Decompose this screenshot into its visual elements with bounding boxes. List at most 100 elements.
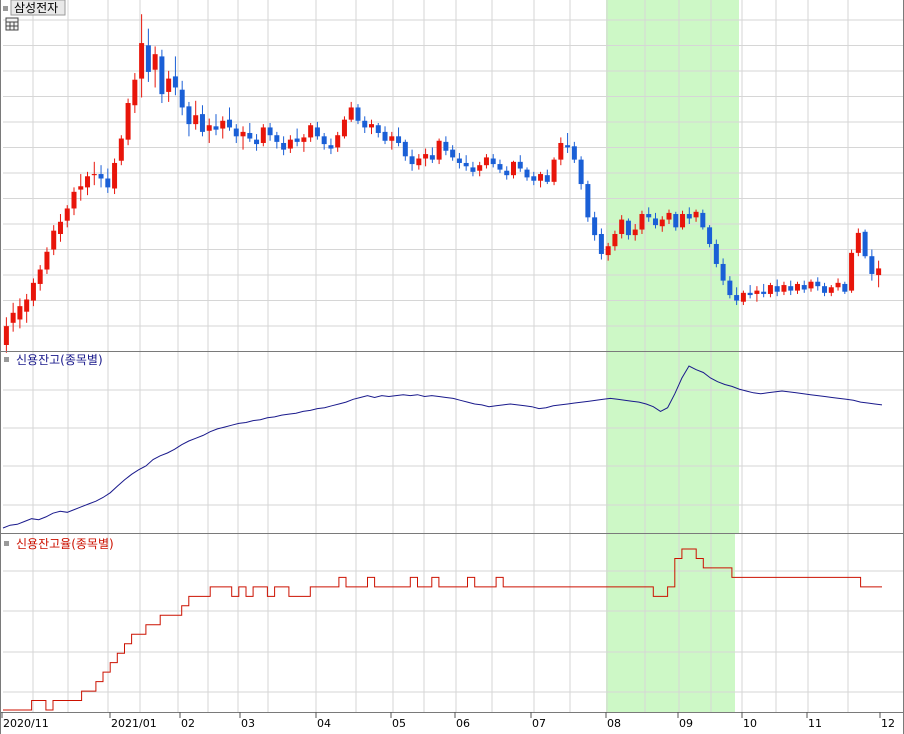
candle [625, 218, 631, 240]
candle [145, 28, 151, 82]
candle [98, 165, 104, 188]
candle [504, 166, 510, 180]
candle [159, 49, 165, 104]
candle [416, 154, 422, 170]
candle [639, 210, 645, 234]
candle [227, 107, 233, 131]
x-tick-label: 11 [808, 717, 822, 730]
candle [869, 249, 875, 281]
candle [774, 279, 780, 297]
credit-balance-series [2, 365, 883, 529]
candle [362, 116, 368, 133]
x-axis: 2020/11 2021/01 02 03 04 05 06 07 08 09 10 11 12 [1, 712, 895, 730]
x-tick-label: 08 [607, 717, 621, 730]
candle [855, 228, 861, 257]
candle [172, 56, 178, 96]
candle [707, 225, 713, 248]
candle [619, 215, 625, 239]
candle [382, 126, 388, 145]
candle [287, 135, 293, 153]
candle [680, 210, 686, 230]
candle [470, 161, 476, 177]
candle [740, 290, 746, 306]
candle [105, 168, 111, 193]
panel-marker-icon [3, 6, 8, 11]
candle [10, 302, 16, 332]
candle [57, 214, 63, 242]
candle [64, 205, 70, 228]
candle [822, 282, 828, 297]
candle [375, 123, 381, 138]
candle [767, 282, 773, 298]
candle [659, 216, 665, 232]
candle [166, 70, 172, 102]
candle [118, 135, 124, 166]
candle [727, 276, 733, 299]
x-tick-label: 12 [881, 717, 895, 730]
x-tick-label: 02 [181, 717, 195, 730]
candle [213, 114, 219, 136]
candle [646, 207, 652, 222]
credit-balance-title: 신용잔고(종목별) [16, 353, 103, 367]
candle [632, 224, 638, 241]
candle [308, 123, 314, 142]
candle [301, 134, 307, 152]
candle [341, 116, 347, 139]
candle [44, 247, 50, 274]
candle [510, 160, 516, 179]
highlight-band [606, 352, 739, 533]
candle [565, 132, 571, 153]
panel-marker-icon [4, 357, 9, 362]
candle [686, 207, 692, 225]
candle [754, 286, 760, 302]
candle [450, 145, 456, 161]
candle [781, 281, 787, 296]
candle [585, 180, 591, 222]
highlight-band [606, 0, 739, 351]
candle [37, 265, 43, 291]
candle [389, 131, 395, 150]
candle [294, 128, 300, 147]
candle [849, 249, 855, 293]
stock-name-tab[interactable] [10, 0, 66, 16]
candle [355, 104, 361, 125]
candle [558, 137, 564, 166]
candle [794, 281, 800, 294]
x-tick-label: 2020/11 [3, 717, 49, 730]
candle [477, 161, 483, 177]
candle [700, 209, 706, 230]
candle [835, 278, 841, 291]
candle [51, 225, 57, 256]
candle [531, 171, 537, 186]
candle [578, 156, 584, 190]
candle [112, 158, 118, 195]
candle [281, 136, 287, 156]
table-icon[interactable] [5, 17, 19, 31]
candle [761, 283, 767, 298]
credit-balance-line [2, 365, 883, 529]
candle [876, 260, 882, 288]
candle [490, 154, 496, 168]
candle [423, 148, 429, 167]
candle [429, 147, 435, 163]
candle [152, 46, 158, 88]
candle [17, 298, 23, 329]
candle [402, 139, 408, 161]
candle [605, 242, 611, 261]
candle [348, 101, 354, 122]
candle [78, 174, 84, 201]
candle [254, 134, 260, 151]
candle [551, 157, 557, 186]
candle [524, 167, 530, 181]
candle [571, 141, 577, 163]
candle [314, 121, 320, 140]
candle [456, 152, 462, 169]
x-tick-label: 09 [679, 717, 693, 730]
candle [193, 100, 199, 130]
x-tick-label: 03 [241, 717, 255, 730]
candle [409, 149, 415, 171]
candle [652, 212, 658, 229]
candle [436, 138, 442, 165]
candle [720, 258, 726, 286]
